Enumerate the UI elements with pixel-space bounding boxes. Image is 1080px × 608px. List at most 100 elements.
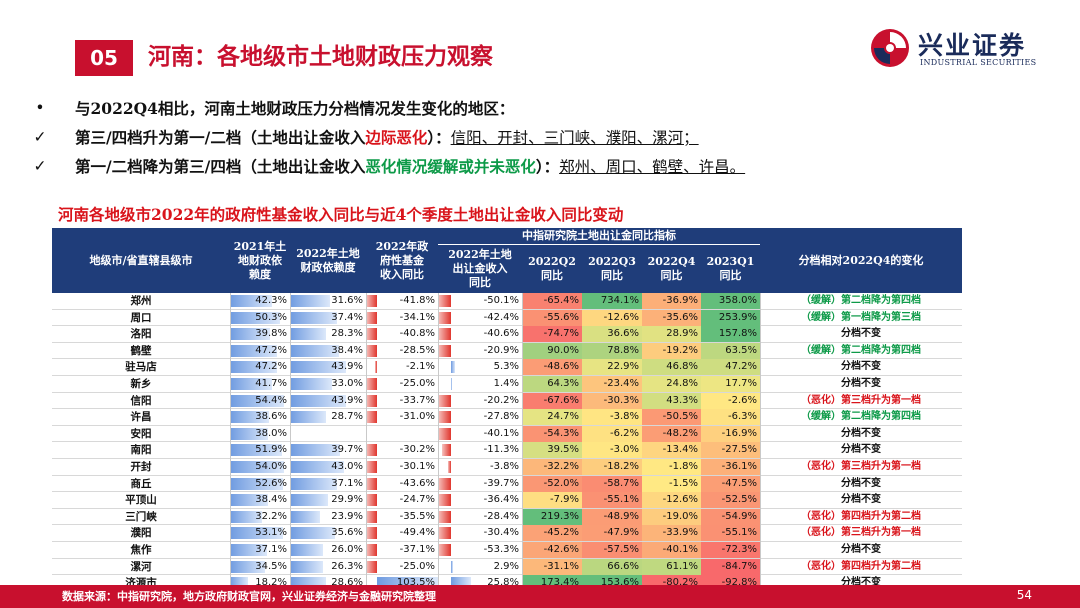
city-name: 新乡 [130,377,152,390]
column-divider [522,293,523,592]
land-bar [438,394,451,407]
city-name: 濮阳 [130,527,152,540]
land-value: 5.3% [493,361,519,373]
tier-change: （缓解）第二档降为第四档 [801,295,921,306]
q3-heat-cell [582,392,642,409]
land-value: -50.1% [483,295,519,306]
fund-value: -49.4% [399,527,435,539]
bullet-mid: ）： [427,128,451,147]
dep2021-bar [230,328,270,341]
bullet-prefix: 第一/二档降为第三/四档（土地出让金收入 [75,157,366,176]
fund-value: -2.1% [405,361,435,373]
fund-bar [366,328,377,341]
land-value: -39.7% [483,477,519,489]
dep2022-value [290,426,366,442]
fund-value: -31.0% [399,411,435,423]
fund-value: -33.7% [399,394,435,406]
city-name: 许昌 [130,411,152,424]
q2-value: 39.5% [547,444,579,456]
table-row: 焦作 37.1% 26.0% -37.1% -53.3% -42.6% -57.5% -40.… [52,541,962,559]
q4-value: 61.1% [666,560,698,572]
q2-value: 90.0% [547,344,579,356]
logo-mark-icon [871,29,909,67]
fund-bar [366,477,377,490]
fund-value: -24.7% [399,494,435,506]
dep2022-value: 31.6% [331,295,363,306]
q3-value: -57.5% [603,543,639,555]
q2-value: -74.7% [543,328,579,340]
q1-value: -54.9% [721,510,757,522]
q1-heat-cell [701,425,760,442]
fund-value: -28.5% [399,344,435,356]
bullet-highlight: 边际恶化 [365,128,428,147]
header-land-2022: 2022年土地 出让金收入 同比 [448,247,512,289]
section-number-badge: 05 [75,40,133,76]
table-row: 开封 54.0% 43.0% -30.1% -3.8% -32.2% -18.2% -1.8%… [52,458,962,476]
bullet-dot-icon: • [35,99,45,117]
tier-change: 分档不变 [841,444,881,456]
q3-value: -55.1% [603,494,639,506]
table-row: 南阳 51.9% 39.7% -30.2% -11.3% 39.5% -3.0% -13.4%… [52,442,962,459]
table-row: 驻马店 47.2% 43.9% -2.1% 5.3% -48.6% 22.9% 46.8% 47… [52,359,962,376]
fund-value: -30.2% [399,444,435,456]
fund-value: -25.0% [399,377,435,389]
q3-heat-cell [582,359,642,376]
q4-heat-cell [642,558,701,575]
q3-value: -58.7% [603,477,639,489]
city-name: 驻马店 [125,361,157,374]
q2-heat-cell [522,375,582,392]
dep2021-value: 34.5% [255,560,287,572]
q4-value: 46.8% [666,361,698,373]
q1-heat-cell [701,541,760,558]
dep2022-bar [290,477,337,490]
dep2021-value: 39.8% [255,328,287,340]
fund-bar [366,394,377,407]
q3-value: -30.3% [603,394,639,406]
q3-heat-cell [582,293,642,309]
dep2022-value: 43.9% [331,394,363,406]
dep2022-bar [290,460,345,473]
q2-heat-cell [522,475,582,492]
q4-value: 43.3% [666,394,698,406]
q3-value: -3.0% [609,444,639,456]
q2-value: -52.0% [543,477,579,489]
q2-heat-cell [522,293,582,309]
q4-heat-cell [642,425,701,442]
q1-value: -2.6% [727,394,757,406]
dep2022-value: 35.6% [331,527,363,539]
q1-heat-cell [701,492,760,509]
tier-change: （恶化）第三档升为第一档 [801,394,921,406]
q4-heat-cell [642,525,701,542]
dep2021-value: 51.9% [255,444,287,456]
city-name: 安阳 [130,427,152,440]
q4-heat-cell [642,359,701,376]
q2-value: -32.2% [543,460,579,472]
bullet-line-3: ✓ 第一/二档降为第三/四档（土地出让金收入恶化情况缓解或并未恶化）：郑州、周口… [30,152,1070,181]
q3-value: 734.1% [600,295,639,306]
q4-heat-cell [642,492,701,509]
fund-value: -41.8% [399,295,435,306]
q4-heat-cell [642,326,701,343]
land-bar [450,361,455,374]
header-q1: 2023Q1 同比 [706,254,755,282]
fund-value: -37.1% [399,543,435,555]
dep2022-value: 26.0% [331,543,363,555]
dep2021-bar [230,344,278,357]
q1-value: -36.1% [721,460,757,472]
q4-value: 28.9% [666,328,698,340]
dep2021-value: 47.2% [255,344,287,356]
q3-value: -3.8% [609,411,639,423]
dep2021-bar [230,311,281,324]
page-number: 54 [1016,588,1032,602]
dep2022-bar [290,295,331,307]
land-bar [438,527,451,540]
q2-value: -7.9% [549,494,579,506]
q4-heat-cell [642,392,701,409]
land-bar [438,328,451,341]
fund-bar [366,527,377,540]
bullet-line-2: ✓ 第三/四档升为第一/二档（土地出让金收入边际恶化）：信阳、开封、三门峡、濮阳… [30,123,1070,152]
dep2021-value: 37.1% [255,543,287,555]
land-bar [438,477,451,490]
q3-heat-cell [582,541,642,558]
page-title: 河南：各地级市土地财政压力观察 [148,44,493,70]
